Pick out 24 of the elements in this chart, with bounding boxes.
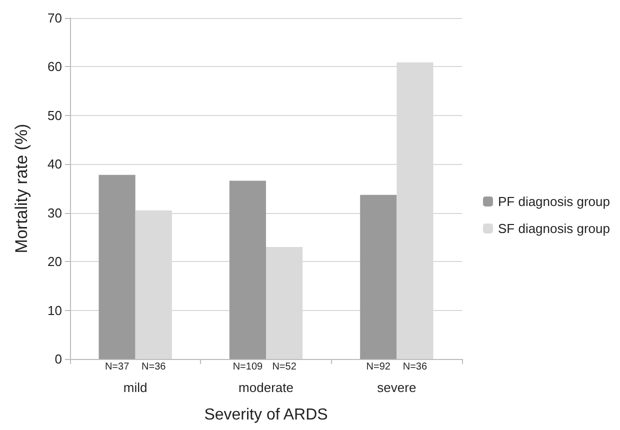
x-tick-label: moderate xyxy=(238,380,294,395)
bar xyxy=(360,194,397,359)
x-axis-title: Severity of ARDS xyxy=(204,406,328,424)
bar xyxy=(229,180,266,359)
y-tick-label: 60 xyxy=(48,59,62,74)
y-axis-title: Mortality rate (%) xyxy=(12,124,31,254)
legend-label: SF diagnosis group xyxy=(498,221,610,236)
annotation: N=36 xyxy=(142,362,166,372)
annotation: N=52 xyxy=(272,362,297,372)
y-tick-label: 0 xyxy=(54,352,62,366)
annotation: N=37 xyxy=(104,362,130,372)
annotation: N=109 xyxy=(232,362,264,372)
annotation: N=36 xyxy=(402,362,428,372)
bar xyxy=(98,174,136,359)
y-tick-label: 40 xyxy=(48,156,62,172)
y-tick-label: 70 xyxy=(48,10,62,26)
legend-label: PF diagnosis group xyxy=(498,194,610,209)
y-tick-label: 30 xyxy=(48,205,62,220)
x-tick-label: mild xyxy=(123,380,148,395)
annotation: N=92 xyxy=(366,362,391,372)
y-tick-label: 50 xyxy=(48,108,62,123)
y-tick-label: 20 xyxy=(48,254,62,270)
x-tick-label: severe xyxy=(377,380,416,395)
y-tick-label: 10 xyxy=(48,302,62,318)
